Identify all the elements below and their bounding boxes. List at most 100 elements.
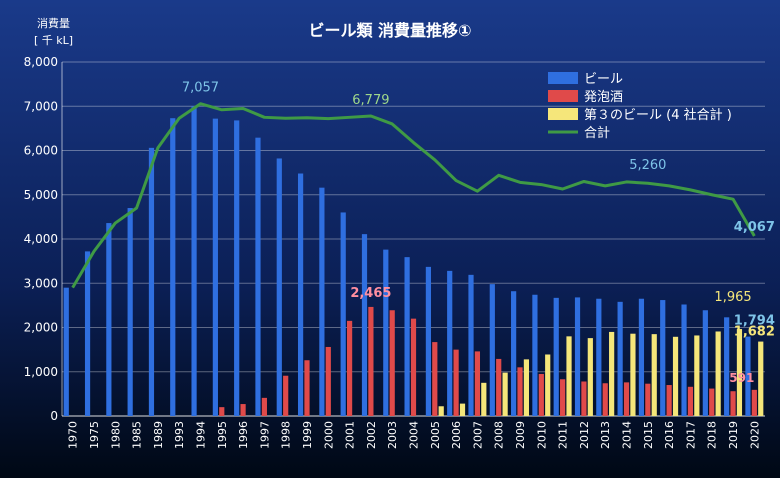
x-axis-ticks: 1970 1975 1980 1985 1989 1993 1994 1995 1996 1997… (67, 421, 762, 449)
data-label: 5,260 (629, 158, 666, 173)
bar-beer (319, 187, 325, 416)
bar-happoshu (410, 318, 417, 416)
bar-happoshu (368, 306, 374, 416)
data-label: 1,682 (734, 325, 775, 340)
bar-third-beer (630, 333, 636, 416)
bar-third-beer (758, 341, 764, 416)
x-tick-label: 1995 (216, 421, 229, 449)
bar-beer (724, 317, 730, 416)
bar-beer (553, 297, 559, 416)
x-tick-label: 2013 (599, 421, 612, 449)
bar-happoshu (389, 310, 395, 416)
legend-swatch (548, 72, 578, 84)
x-tick-label: 2015 (642, 421, 655, 449)
legend-label: 合計 (584, 125, 610, 141)
x-tick-label: 2019 (727, 421, 740, 449)
bar-beer (681, 304, 687, 416)
x-tick-label: 1980 (109, 421, 122, 449)
bar-beer (212, 118, 218, 416)
bar-third-beer (438, 406, 444, 416)
x-tick-label: 2003 (386, 421, 399, 449)
bar-happoshu (581, 381, 587, 416)
x-tick-label: 2017 (684, 421, 697, 449)
bar-happoshu (261, 397, 267, 416)
x-tick-label: 2006 (450, 421, 463, 449)
bar-happoshu (623, 382, 630, 416)
bar-beer (340, 212, 346, 416)
bar-third-beer (459, 403, 466, 416)
x-tick-label: 1998 (280, 421, 293, 449)
y-tick-label: 8,000 (24, 55, 58, 69)
y-axis-ticks: 0 1,000 2,000 3,000 4,000 5,000 6,000 7,000 8,00… (24, 55, 58, 423)
bar-beer (170, 118, 176, 416)
bar-beer (447, 270, 453, 416)
bar-happoshu (751, 389, 757, 416)
bar-beer (617, 301, 623, 416)
y-tick-label: 5,000 (24, 188, 58, 202)
bar-beer (234, 120, 240, 416)
bar-happoshu (346, 320, 353, 416)
bar-beer (276, 158, 282, 416)
bar-beer (638, 298, 645, 416)
total-line (71, 102, 756, 289)
x-tick-label: 2009 (514, 421, 527, 449)
y-tick-label: 0 (50, 409, 58, 423)
x-tick-label: 1994 (194, 421, 207, 449)
bar-beer (425, 266, 432, 416)
bar-beer (191, 106, 197, 416)
x-tick-label: 1989 (152, 421, 165, 449)
data-label: 1,794 (734, 314, 775, 329)
y-axis-label-line2: [ 千 kL] (34, 34, 73, 47)
bar-third-beer (715, 331, 721, 416)
bar-third-beer (481, 382, 487, 416)
data-label: 2,465 (350, 286, 391, 301)
bar-happoshu (730, 391, 736, 416)
bar-third-beer (566, 336, 572, 416)
bar-beer (84, 251, 91, 416)
bar-beer (127, 208, 133, 416)
x-tick-label: 2002 (365, 421, 378, 449)
bar-happoshu (432, 342, 438, 416)
bar-happoshu (219, 407, 225, 416)
data-annotations: 7,057 6,779 5,260 4,067 2,465 1,965 1,7941,682… (182, 81, 775, 385)
data-label: 591 (729, 371, 754, 385)
bar-happoshu (517, 367, 523, 416)
bar-beer (148, 147, 155, 416)
bar-happoshu (453, 349, 459, 416)
x-tick-label: 2004 (408, 421, 421, 449)
x-tick-label: 2014 (621, 421, 634, 449)
x-tick-label: 2016 (663, 421, 676, 449)
bar-happoshu (240, 404, 246, 416)
bar-third-beer (736, 329, 743, 416)
x-tick-label: 1999 (301, 421, 314, 449)
total-line-series (71, 102, 756, 289)
x-tick-label: 2008 (493, 421, 506, 449)
bar-happoshu (687, 386, 694, 416)
bar-beer (574, 297, 581, 416)
bar-beer (532, 294, 538, 416)
bar-third-beer (609, 331, 615, 416)
bar-beer (361, 234, 368, 416)
bar-beer (106, 223, 112, 416)
x-tick-label: 1970 (67, 421, 80, 449)
legend-swatch (548, 108, 578, 120)
bar-happoshu (538, 373, 544, 416)
x-tick-label: 2001 (344, 421, 357, 449)
x-tick-label: 1975 (88, 421, 101, 449)
bar-beer (489, 284, 495, 416)
y-tick-label: 3,000 (24, 276, 58, 290)
bar-beer (297, 173, 304, 416)
x-tick-label: 2007 (471, 421, 484, 449)
x-tick-label: 2010 (535, 421, 548, 449)
bar-third-beer (651, 334, 657, 416)
bar-beer (383, 249, 389, 416)
bar-happoshu (666, 385, 672, 416)
y-tick-label: 2,000 (24, 321, 58, 335)
legend-label: 第３のビール (4 社合計 ) (584, 107, 732, 123)
bar-beer (702, 310, 708, 416)
bar-beer (63, 287, 69, 416)
x-tick-label: 1993 (173, 421, 186, 449)
bar-happoshu (325, 346, 331, 416)
